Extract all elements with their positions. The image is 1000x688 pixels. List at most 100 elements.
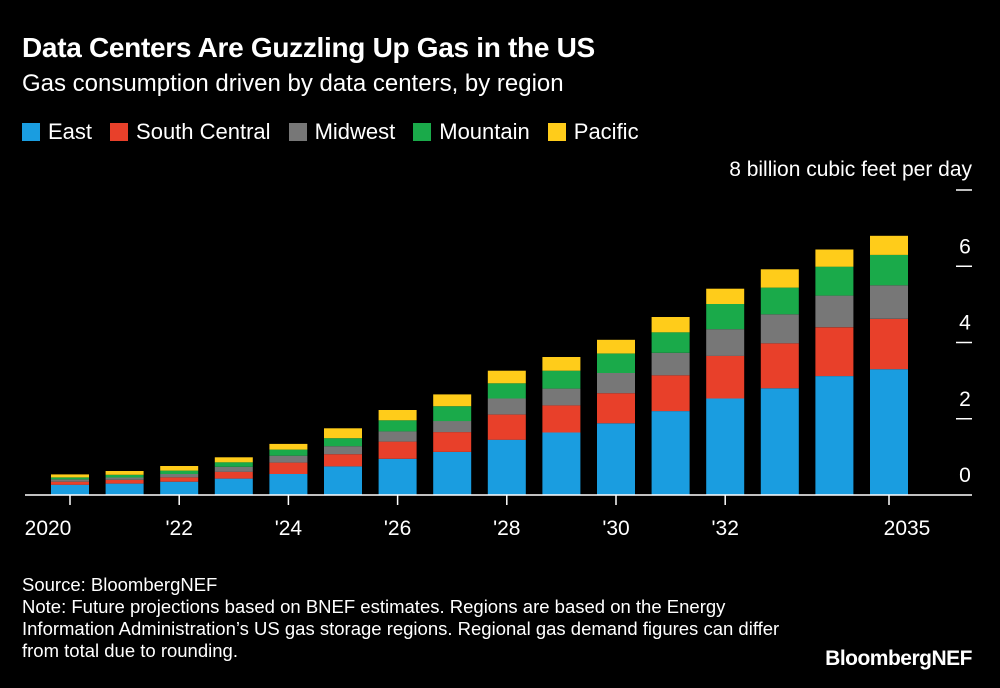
- footer: Source: BloombergNEF Note: Future projec…: [22, 574, 812, 662]
- bar-segment-east-2035: [870, 369, 908, 495]
- bar-segment-mountain-2029: [542, 370, 581, 389]
- bar-segment-midwest-2026: [378, 431, 417, 442]
- bar-segment-east-2022: [160, 481, 199, 495]
- bar-segment-midwest-2028: [487, 398, 526, 415]
- bars-group: [51, 235, 908, 496]
- bar-segment-mountain-2033: [760, 287, 799, 315]
- legend-item-mountain: Mountain: [413, 119, 530, 145]
- bar-segment-mountain-2035: [870, 254, 908, 286]
- y-tick-label-2: 2: [959, 388, 971, 411]
- bar-segment-pacific-2031: [651, 317, 690, 333]
- bar-segment-mountain-2026: [378, 420, 417, 432]
- bar-segment-midwest-2031: [651, 352, 690, 376]
- y-tick-label-4: 4: [959, 312, 971, 335]
- bar-segment-midwest-2029: [542, 388, 581, 406]
- legend-swatch-mountain: [413, 123, 432, 141]
- y-axis-label: 8 billion cubic feet per day: [729, 158, 972, 181]
- bar-segment-east-2033: [760, 388, 799, 496]
- chart-title: Data Centers Are Guzzling Up Gas in the …: [22, 32, 595, 63]
- x-tick-label-2035: 2035: [884, 517, 931, 540]
- bar-segment-midwest-2035: [870, 285, 908, 319]
- bar-segment-pacific-2021: [105, 471, 144, 475]
- legend-item-midwest: Midwest: [288, 119, 395, 145]
- bar-segment-east-2024: [269, 474, 308, 495]
- bar-segment-pacific-2022: [160, 466, 199, 471]
- legend-item-east: East: [22, 119, 92, 145]
- bar-segment-south-central-2021: [105, 479, 144, 484]
- bar-segment-south-central-2034: [815, 327, 854, 377]
- bar-segment-mountain-2032: [706, 304, 745, 330]
- bar-segment-pacific-2028: [487, 370, 526, 384]
- bar-segment-south-central-2023: [214, 471, 253, 479]
- legend-swatch-south-central: [110, 123, 129, 141]
- bar-segment-mountain-2027: [433, 406, 472, 422]
- bar-segment-south-central-2028: [487, 414, 526, 440]
- legend-swatch-pacific: [547, 123, 566, 141]
- bar-segment-east-2027: [433, 451, 472, 495]
- bar-segment-east-2030: [597, 423, 635, 495]
- bar-segment-mountain-2023: [214, 462, 253, 467]
- x-tick-label-2030: '30: [602, 517, 629, 540]
- bar-segment-east-2020: [51, 484, 89, 495]
- bar-segment-south-central-2035: [870, 318, 908, 370]
- bar-segment-south-central-2020: [51, 481, 89, 485]
- x-tick-label-2022: '22: [166, 517, 193, 540]
- bar-segment-mountain-2028: [487, 383, 526, 399]
- legend-label-pacific: Pacific: [573, 119, 639, 144]
- x-tick-label-2024: '24: [275, 517, 303, 540]
- bar-segment-pacific-2027: [433, 394, 472, 407]
- x-tick-label-2020: 2020: [25, 517, 72, 540]
- bar-segment-pacific-2035: [870, 235, 908, 255]
- bar-segment-midwest-2025: [324, 446, 362, 455]
- bar-segment-mountain-2024: [269, 449, 308, 456]
- legend-label-east: East: [48, 119, 93, 144]
- bar-segment-south-central-2024: [269, 462, 308, 474]
- bar-segment-east-2023: [214, 478, 253, 495]
- bar-segment-midwest-2021: [105, 477, 144, 480]
- bar-segment-east-2029: [542, 432, 581, 495]
- legend-label-south-central: South Central: [136, 119, 271, 144]
- x-tick-label-2032: '32: [712, 517, 739, 540]
- legend-swatch-midwest: [288, 123, 307, 141]
- bar-segment-pacific-2024: [269, 443, 308, 450]
- bar-segment-pacific-2034: [815, 249, 854, 267]
- bar-segment-mountain-2030: [597, 353, 635, 373]
- bar-segment-midwest-2034: [815, 295, 854, 328]
- bar-segment-south-central-2022: [160, 477, 199, 482]
- bar-segment-east-2032: [706, 398, 745, 495]
- bar-segment-midwest-2024: [269, 455, 308, 463]
- bar-segment-south-central-2032: [706, 355, 745, 399]
- x-tick-label-2028: '28: [493, 517, 520, 540]
- bar-segment-mountain-2034: [815, 266, 854, 296]
- bar-segment-pacific-2023: [214, 457, 253, 463]
- bar-segment-midwest-2033: [760, 314, 799, 344]
- y-tick-label-6: 6: [959, 235, 971, 258]
- legend-label-mountain: Mountain: [439, 119, 530, 144]
- bar-segment-mountain-2031: [651, 332, 690, 353]
- bar-segment-mountain-2021: [105, 474, 144, 478]
- legend-swatch-east: [22, 123, 40, 141]
- bar-segment-east-2031: [651, 411, 690, 495]
- bar-segment-midwest-2027: [433, 421, 472, 433]
- y-axis: 0 2 4 6: [956, 189, 972, 487]
- bar-segment-pacific-2025: [324, 428, 362, 439]
- bar-segment-midwest-2023: [214, 466, 253, 472]
- bar-segment-pacific-2029: [542, 357, 581, 371]
- bar-segment-east-2021: [105, 483, 144, 495]
- x-tick-label-2026: '26: [384, 517, 411, 540]
- bar-segment-mountain-2025: [324, 438, 362, 447]
- bar-segment-midwest-2020: [51, 479, 89, 482]
- bar-segment-pacific-2033: [760, 269, 799, 288]
- bar-segment-midwest-2030: [597, 373, 635, 394]
- chart-subtitle: Gas consumption driven by data centers, …: [22, 70, 564, 97]
- bar-segment-south-central-2025: [324, 454, 362, 467]
- bar-segment-south-central-2031: [651, 375, 690, 412]
- x-axis: 2020 '22 '24 '26 '28 '30 '32 2035: [25, 494, 972, 540]
- bar-segment-south-central-2029: [542, 405, 581, 433]
- bar-segment-south-central-2033: [760, 343, 799, 389]
- bar-segment-pacific-2032: [706, 288, 745, 304]
- legend: East South Central Midwest Mountain Paci…: [22, 119, 657, 145]
- legend-item-south-central: South Central: [110, 119, 271, 145]
- legend-item-pacific: Pacific: [547, 119, 639, 145]
